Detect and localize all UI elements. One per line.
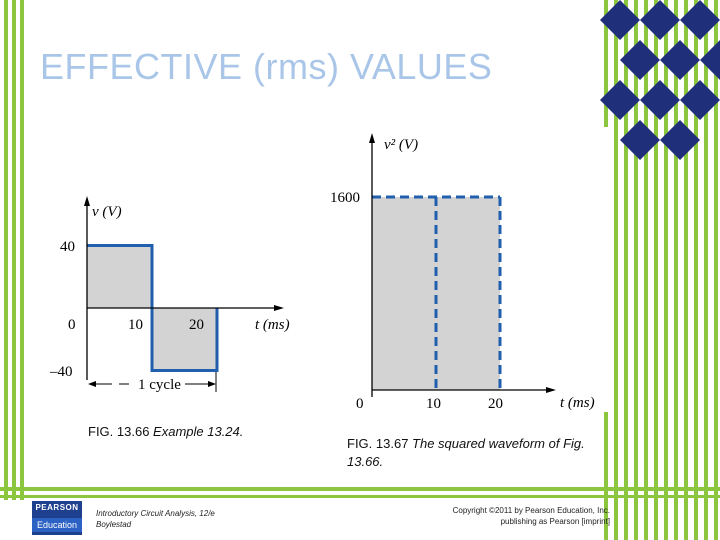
fig2-segment-fill-0 <box>372 197 436 390</box>
book-reference: Introductory Circuit Analysis, 12/e Boyl… <box>96 508 215 530</box>
fig2-y-label: v² (V) <box>384 137 418 153</box>
copyright-notice: Copyright ©2011 by Pearson Education, In… <box>453 505 610 527</box>
slide-title: EFFECTIVE (rms) VALUES <box>40 46 493 87</box>
bottom-band <box>0 487 720 498</box>
fig1-waveform-line <box>87 244 219 372</box>
fig1-y-label: v (V) <box>92 204 122 220</box>
fig1-segment-fill-1 <box>152 308 217 371</box>
logo-top-text: PEARSON <box>35 503 79 512</box>
fig2-caption: FIG. 13.67 The squared waveform of Fig. … <box>347 435 592 471</box>
fig2-x-arrow <box>546 387 556 393</box>
fig2-y-tick-1600: 1600 <box>330 190 360 206</box>
fig1-y-tick-neg40: –40 <box>49 364 73 380</box>
fig1-caption: FIG. 13.66 Example 13.24. <box>88 423 243 441</box>
fig2-number: FIG. 13.67 <box>347 436 409 451</box>
fig1-caption-text: Example 13.24. <box>153 424 244 439</box>
fig1-x-label: t (ms) <box>255 317 290 333</box>
fig2-x-tick-0: 0 <box>356 396 364 412</box>
fig2-x-tick-10: 10 <box>426 396 441 412</box>
fig2-x-label: t (ms) <box>560 395 595 411</box>
fig1-cycle-label: 1 cycle <box>138 377 181 393</box>
fig1-segment-fill-0 <box>87 245 152 308</box>
figure-13-66: v (V) t (ms) 40 0 –40 10 20 1 cycle <box>42 190 302 410</box>
fig2-y-label-text: v² (V) <box>384 137 418 153</box>
copyright-line-1: Copyright ©2011 by Pearson Education, In… <box>452 506 610 515</box>
fig1-background <box>42 190 302 410</box>
vertical-stripes <box>4 0 718 540</box>
fig1-cycle-arrow-left <box>88 381 96 387</box>
book-author: Boylestad <box>96 520 132 529</box>
pearson-logo: PEARSON Education <box>32 501 82 535</box>
diamond-pattern <box>600 0 720 160</box>
fig1-x-arrow <box>274 305 284 311</box>
fig1-number: FIG. 13.66 <box>88 424 150 439</box>
fig1-y-tick-0: 0 <box>68 317 76 333</box>
fig1-cycle-arrow-right <box>208 381 216 387</box>
fig2-x-tick-20: 20 <box>488 396 503 412</box>
fig1-x-tick-10: 10 <box>128 317 143 333</box>
logo-bottom-text: Education <box>32 518 82 532</box>
copyright-line-2: publishing as Pearson [imprint] <box>500 517 610 526</box>
fig1-y-arrow <box>84 196 90 206</box>
figure-13-67: v² (V) t (ms) 1600 0 10 20 <box>330 127 610 412</box>
fig2-y-arrow <box>369 133 375 143</box>
fig1-x-tick-20: 20 <box>189 317 204 333</box>
fig1-y-tick-40: 40 <box>60 239 75 255</box>
book-title: Introductory Circuit Analysis, 12/e <box>96 509 215 518</box>
fig2-caption-text: The squared waveform of Fig. 13.66. <box>347 436 585 469</box>
fig2-segment-fill-1 <box>436 197 500 390</box>
